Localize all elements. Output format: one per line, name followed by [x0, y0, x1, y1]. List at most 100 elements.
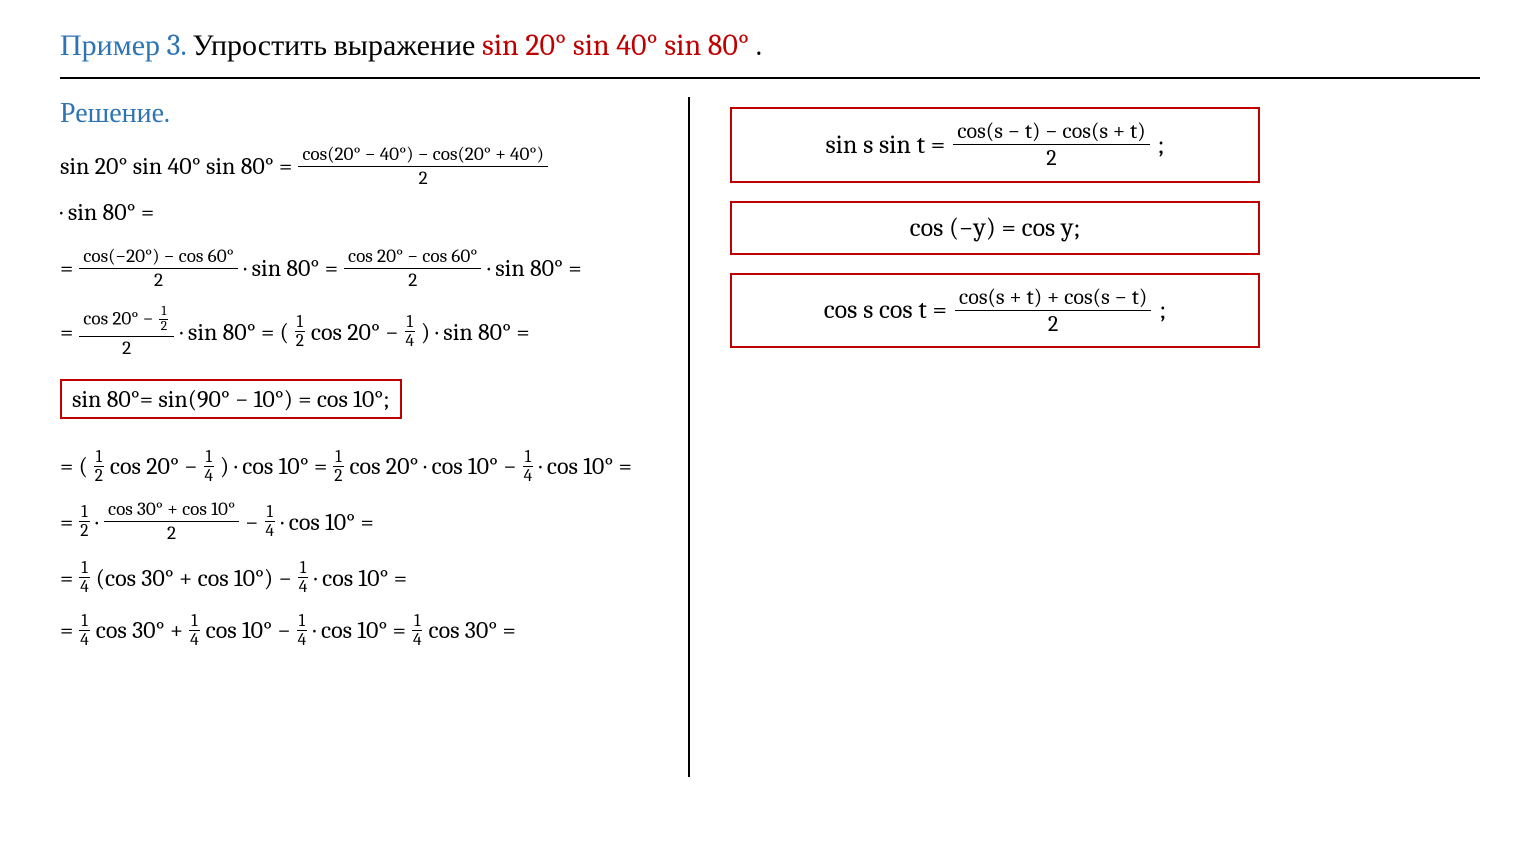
math-text: cos 20° − [110, 447, 198, 485]
small-fraction: 1 4 [411, 612, 424, 649]
fraction: cos 20° − cos 60° 2 [344, 246, 481, 291]
denominator: 2 [294, 332, 306, 350]
numerator: cos(s − t) − cos(s + t) [953, 119, 1149, 145]
small-fraction: 1 2 [332, 448, 344, 485]
formula-lhs: sin s sin t = [825, 130, 945, 160]
formulas-column: sin s sin t = cos(s − t) − cos(s + t) 2 … [730, 97, 1260, 777]
math-text: cos 20° − [83, 307, 157, 329]
numerator: 1 [405, 313, 415, 332]
denominator: 2 [159, 320, 170, 335]
math-text: · [95, 503, 98, 541]
statement-text: Упростить выражение [192, 28, 482, 63]
statement-period: . [756, 28, 762, 63]
denominator: 4 [297, 578, 310, 596]
numerator: cos(20° − 40°) − cos(20° + 40°) [298, 144, 548, 167]
denominator: 4 [188, 631, 201, 649]
math-text: · cos 10° = [281, 503, 374, 541]
small-fraction: 1 2 [93, 448, 105, 485]
numerator: 1 [333, 448, 343, 467]
fraction: cos(s − t) − cos(s + t) 2 [953, 119, 1149, 171]
numerator: cos 30° + cos 10° [104, 499, 239, 522]
math-text: · sin 80° = [60, 193, 154, 231]
fraction: cos 20° − 1 2 2 [79, 305, 174, 359]
content-columns: Решение. sin 20° sin 40° sin 80° = cos(2… [60, 97, 1480, 777]
numerator: cos(−20°) − cos 60° [79, 246, 238, 269]
problem-title: Пример 3. Упростить выражение sin 20° si… [60, 28, 1480, 79]
denominator: 4 [522, 467, 535, 485]
math-text: · sin 80° = [487, 249, 581, 287]
math-text: · cos 10° = [313, 611, 406, 649]
math-text: = ( [60, 447, 88, 485]
math-text: (cos 30° + cos 10°) − [96, 559, 292, 597]
numerator: 1 [189, 612, 199, 631]
small-fraction: 1 4 [188, 612, 201, 649]
fraction: cos(−20°) − cos 60° 2 [79, 246, 238, 291]
inline-identity-box: sin 80°= sin(90° − 10°) = cos 10°; [60, 379, 402, 419]
math-text: · cos 10° = [314, 559, 407, 597]
example-number: Пример 3. [60, 28, 186, 63]
math-text: − [245, 503, 258, 541]
denominator: 2 [1042, 145, 1060, 170]
denominator: 4 [78, 578, 91, 596]
denominator: 2 [118, 337, 135, 359]
formula-text: cos (−y) = cos y; [910, 213, 1081, 243]
denominator: 4 [263, 522, 276, 540]
numerator: 1 [298, 559, 308, 578]
denominator: 2 [163, 522, 180, 544]
numerator: 1 [523, 448, 533, 467]
denominator: 4 [203, 467, 216, 485]
solution-line-2: = cos(−20°) − cos 60° 2 · sin 80° = cos … [60, 246, 648, 291]
numerator: 1 [79, 612, 89, 631]
small-fraction: 1 2 [294, 313, 306, 350]
small-fraction: 1 2 [78, 503, 90, 540]
math-text: cos 30° = [428, 611, 515, 649]
small-fraction: 1 4 [404, 313, 417, 350]
formula-box-2: cos (−y) = cos y; [730, 201, 1260, 255]
numerator: cos 20° − 1 2 [79, 305, 174, 337]
math-text: ) · sin 80° = [421, 313, 530, 351]
math-text: · sin 80° = [244, 249, 338, 287]
solution-line-6: = 1 4 (cos 30° + cos 10°) − 1 4 · cos 10… [60, 559, 648, 597]
denominator: 2 [332, 467, 344, 485]
solution-line-7: = 1 4 cos 30° + 1 4 cos 10° − 1 4 · cos … [60, 611, 648, 649]
formula-box-3: cos s cos t = cos(s + t) + cos(s − t) 2 … [730, 273, 1260, 349]
denominator: 2 [150, 269, 167, 291]
math-text: cos 20° · cos 10° − [349, 447, 516, 485]
small-fraction: 1 4 [522, 448, 535, 485]
denominator: 4 [411, 631, 424, 649]
numerator: cos(s + t) + cos(s − t) [955, 285, 1151, 311]
solution-label: Решение. [60, 97, 648, 130]
solution-line-4: = ( 1 2 cos 20° − 1 4 ) · cos 10° = 1 2 … [60, 447, 648, 485]
numerator: 1 [79, 503, 89, 522]
numerator: 1 [295, 313, 305, 332]
solution-column: Решение. sin 20° sin 40° sin 80° = cos(2… [60, 97, 690, 777]
math-text: cos 30° + [96, 611, 183, 649]
small-fraction: 1 4 [78, 612, 91, 649]
small-fraction: 1 4 [203, 448, 216, 485]
math-text: cos 20° − [311, 313, 399, 351]
math-text: = [60, 611, 73, 649]
math-text: · sin 80° = ( [180, 313, 289, 351]
math-text: sin 80°= sin(90° − 10°) = cos 10°; [72, 385, 390, 413]
denominator: 4 [78, 631, 91, 649]
math-text: sin 20° sin 40° sin 80° = [60, 147, 292, 185]
numerator: 1 [94, 448, 104, 467]
numerator: cos 20° − cos 60° [344, 246, 481, 269]
solution-line-3: = cos 20° − 1 2 2 · sin 80° = ( 1 2 cos … [60, 305, 648, 359]
formula-tail: ; [1158, 130, 1165, 160]
small-fraction: 1 2 [159, 305, 170, 335]
formula-box-1: sin s sin t = cos(s − t) − cos(s + t) 2 … [730, 107, 1260, 183]
small-fraction: 1 4 [297, 559, 310, 596]
denominator: 4 [404, 332, 417, 350]
numerator: 1 [412, 612, 422, 631]
denominator: 2 [93, 467, 105, 485]
solution-line-1: sin 20° sin 40° sin 80° = cos(20° − 40°)… [60, 144, 648, 232]
numerator: 1 [297, 612, 307, 631]
solution-line-5: = 1 2 · cos 30° + cos 10° 2 − 1 4 · cos … [60, 499, 648, 544]
math-text: cos 10° − [206, 611, 291, 649]
fraction: cos(s + t) + cos(s − t) 2 [955, 285, 1151, 337]
small-fraction: 1 4 [263, 503, 276, 540]
denominator: 2 [78, 522, 90, 540]
fraction: cos 30° + cos 10° 2 [104, 499, 239, 544]
fraction: cos(20° − 40°) − cos(20° + 40°) 2 [298, 144, 548, 189]
